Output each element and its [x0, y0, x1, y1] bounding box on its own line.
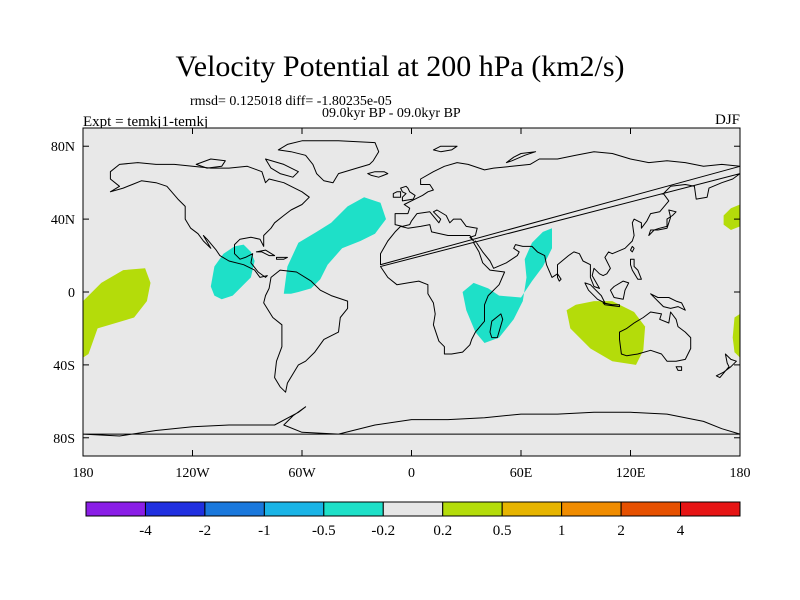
colorbar-swatch	[85, 501, 146, 517]
anomaly-region-atlantic-band-negative	[283, 197, 386, 294]
coastline-borneo	[609, 280, 630, 300]
coastline-taiwan	[630, 245, 635, 253]
colorbar: -4 -2 -1 -0.5 -0.2 0.2 0.5 1 2 4	[85, 501, 741, 539]
coastline-svalbard	[432, 145, 458, 153]
coastline-philippines	[630, 258, 642, 280]
anomaly-region-australia-positive	[566, 301, 646, 365]
x-tick-label: 60W	[288, 466, 316, 481]
y-tick-label: 80N	[51, 140, 75, 155]
coastline-japan	[648, 209, 677, 236]
anomaly-region-east-pacific-positive-edge	[732, 313, 740, 358]
colorbar-label: -4	[139, 523, 152, 539]
x-tick-label: 0	[408, 466, 415, 481]
season-label: DJF	[714, 112, 740, 128]
coastline-tasmania	[675, 366, 683, 371]
coastline-asia-pacific-side	[380, 173, 741, 355]
period-label: 09.0kyr BP - 09.0kyr BP	[322, 106, 461, 121]
coastlines	[82, 140, 741, 437]
stats-line: rmsd= 0.125018 diff= -1.80235e-05	[190, 94, 392, 109]
coastline-greenland	[277, 140, 380, 184]
colorbar-swatch	[561, 501, 622, 517]
coastline-victoria-island	[195, 158, 226, 169]
coastline-java	[602, 302, 620, 308]
colorbar-swatch	[620, 501, 682, 517]
coastline-great-britain	[400, 185, 416, 202]
coastline-north-america	[109, 162, 310, 278]
colorbar-swatch	[382, 501, 444, 517]
land-ocean-background	[83, 128, 740, 456]
coastline-hispaniola	[276, 256, 288, 260]
colorbar-label: 0.2	[433, 523, 452, 539]
coastline-south-america	[263, 269, 349, 393]
latitude-axis: 80N 40N 0 40S 80S	[51, 140, 740, 447]
coastline-iceland	[367, 171, 389, 178]
x-tick-label: 180	[730, 466, 751, 481]
map-title: Velocity Potential at 200 hPa (km2/s)	[175, 50, 625, 83]
coastline-australia	[619, 311, 692, 362]
coastline-afro-eurasia	[380, 151, 741, 266]
x-tick-label: 60E	[510, 466, 533, 481]
anomaly-region-north-pacific-positive-edge	[723, 204, 740, 230]
colorbar-label: 4	[677, 523, 685, 539]
coastline-baffin-island	[265, 158, 299, 178]
x-tick-label: 180	[73, 466, 94, 481]
coastline-sri-lanka	[557, 273, 562, 282]
y-tick-label: 40N	[51, 213, 75, 228]
colorbar-label: 1	[558, 523, 566, 539]
colorbar-swatch	[442, 501, 503, 517]
colorbar-swatch	[501, 501, 563, 517]
coastline-madagascar	[489, 313, 504, 339]
experiment-label: Expt = temkj1-temkj	[83, 114, 209, 130]
coastline-cuba	[255, 249, 276, 257]
colorbar-label: 0.5	[493, 523, 512, 539]
coastline-ireland	[392, 191, 402, 198]
y-tick-label: 40S	[53, 359, 75, 374]
colorbar-label: -0.5	[312, 523, 336, 539]
colorbar-swatch	[263, 501, 325, 517]
longitude-axis: 180 120W 60W 0 60E 120E 180	[73, 128, 751, 481]
colorbar-swatch	[144, 501, 206, 517]
x-tick-label: 120E	[616, 466, 646, 481]
colorbar-swatch	[323, 501, 384, 517]
y-tick-label: 80S	[53, 432, 75, 447]
colorbar-label: -0.2	[371, 523, 395, 539]
colorbar-swatch	[680, 501, 741, 517]
x-tick-label: 120W	[175, 466, 210, 481]
colorbar-label: 2	[617, 523, 625, 539]
colorbar-label: -2	[199, 523, 212, 539]
y-tick-label: 0	[68, 286, 75, 301]
coastline-new-guinea	[650, 293, 686, 311]
coastline-antarctica	[82, 406, 741, 437]
anomaly-region-central-pacific-positive	[83, 268, 151, 358]
coastline-novaya-zemlya	[505, 151, 537, 164]
plot-frame	[82, 127, 741, 457]
coastline-new-zealand	[715, 353, 737, 379]
colorbar-label: -1	[258, 523, 271, 539]
colorbar-swatch	[204, 501, 265, 517]
